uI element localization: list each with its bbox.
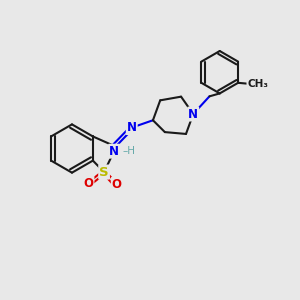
Text: O: O: [83, 177, 94, 190]
Text: N: N: [188, 107, 198, 121]
Text: N: N: [127, 121, 137, 134]
Text: N: N: [109, 145, 119, 158]
Text: –H: –H: [122, 146, 135, 156]
Text: O: O: [112, 178, 122, 191]
Text: S: S: [99, 166, 109, 178]
Text: CH₃: CH₃: [247, 79, 268, 89]
